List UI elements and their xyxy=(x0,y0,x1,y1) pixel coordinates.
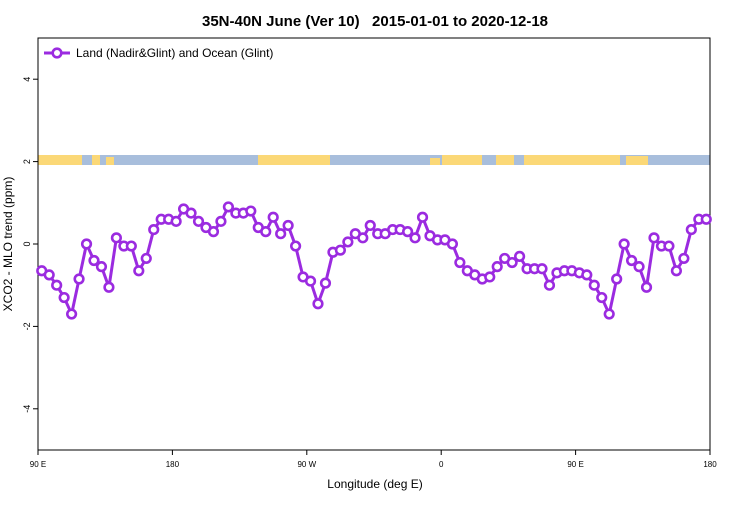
data-point xyxy=(364,219,376,232)
data-point xyxy=(88,254,100,267)
data-point xyxy=(282,219,294,232)
data-point xyxy=(80,238,93,250)
data-point xyxy=(43,269,55,281)
y-tick-label: 2 xyxy=(22,159,32,164)
y-tick-label: 0 xyxy=(22,241,32,246)
data-point xyxy=(267,211,279,223)
legend-label: Land (Nadir&Glint) and Ocean (Glint) xyxy=(76,46,273,60)
land-band xyxy=(38,155,82,165)
data-point xyxy=(491,261,503,273)
land-band xyxy=(496,155,514,165)
data-point xyxy=(133,265,145,277)
land-band xyxy=(106,157,114,165)
data-point xyxy=(342,236,354,248)
data-point xyxy=(611,273,623,285)
data-point xyxy=(110,232,122,244)
data-point xyxy=(51,279,63,291)
data-point xyxy=(446,238,459,250)
data-point xyxy=(618,238,630,250)
data-point xyxy=(334,244,347,256)
data-point xyxy=(125,240,137,252)
data-point xyxy=(275,228,287,240)
data-point xyxy=(581,269,593,281)
x-tick-label: 90 W xyxy=(297,460,316,469)
data-point xyxy=(245,205,257,217)
data-point xyxy=(678,252,690,265)
x-axis-label: Longitude (deg E) xyxy=(327,477,422,491)
x-tick-label: 180 xyxy=(703,460,717,469)
land-band xyxy=(92,155,100,165)
legend-marker xyxy=(51,47,63,59)
land-band xyxy=(524,155,620,165)
data-point xyxy=(312,298,324,310)
data-point xyxy=(95,261,108,273)
data-point xyxy=(215,215,227,227)
land-ocean-band xyxy=(38,155,710,165)
data-point xyxy=(506,256,518,269)
data-point xyxy=(65,308,78,320)
data-point xyxy=(633,261,645,273)
data-point xyxy=(207,226,220,238)
data-point xyxy=(409,232,421,244)
data-point xyxy=(222,201,234,213)
data-point xyxy=(304,275,317,287)
data-point xyxy=(148,223,160,236)
data-point xyxy=(596,291,608,304)
land-band xyxy=(442,155,482,165)
data-point xyxy=(73,273,85,285)
data-point xyxy=(603,308,615,320)
data-point xyxy=(454,256,466,269)
plot-frame xyxy=(37,37,711,451)
data-point xyxy=(290,240,302,252)
data-point xyxy=(588,279,600,291)
data-point xyxy=(58,291,70,304)
land-band xyxy=(626,156,648,165)
data-point xyxy=(185,207,197,219)
data-point xyxy=(319,277,332,289)
data-point xyxy=(513,250,526,262)
data-point xyxy=(625,254,638,267)
land-band xyxy=(430,158,440,165)
data-point xyxy=(700,213,712,225)
data-point xyxy=(640,281,653,293)
data-point xyxy=(670,265,683,277)
data-point xyxy=(685,223,697,236)
chart-title: 35N-40N June (Ver 10) 2015-01-01 to 2020… xyxy=(202,13,548,30)
y-tick-label: -2 xyxy=(22,322,32,330)
y-tick-label: 4 xyxy=(22,77,32,82)
y-tick-label: -4 xyxy=(22,405,32,413)
x-tick-label: 90 E xyxy=(567,460,583,469)
y-axis-label: XCO2 - MLO trend (ppm) xyxy=(1,177,15,312)
data-point xyxy=(484,271,496,283)
data-point xyxy=(416,211,429,223)
data-point xyxy=(357,232,369,244)
data-point xyxy=(103,281,115,293)
x-tick-label: 180 xyxy=(166,460,180,469)
data-point xyxy=(663,240,675,252)
land-band xyxy=(258,155,330,165)
data-point xyxy=(402,226,414,238)
data-point xyxy=(170,215,182,227)
data-point xyxy=(140,252,152,265)
data-point xyxy=(543,279,556,291)
data-point xyxy=(536,263,548,275)
ocean-band xyxy=(38,155,710,165)
data-point xyxy=(192,215,205,227)
data-point xyxy=(648,232,660,244)
x-tick-label: 90 E xyxy=(30,460,46,469)
x-tick-label: 0 xyxy=(439,460,444,469)
data-point xyxy=(260,226,272,238)
